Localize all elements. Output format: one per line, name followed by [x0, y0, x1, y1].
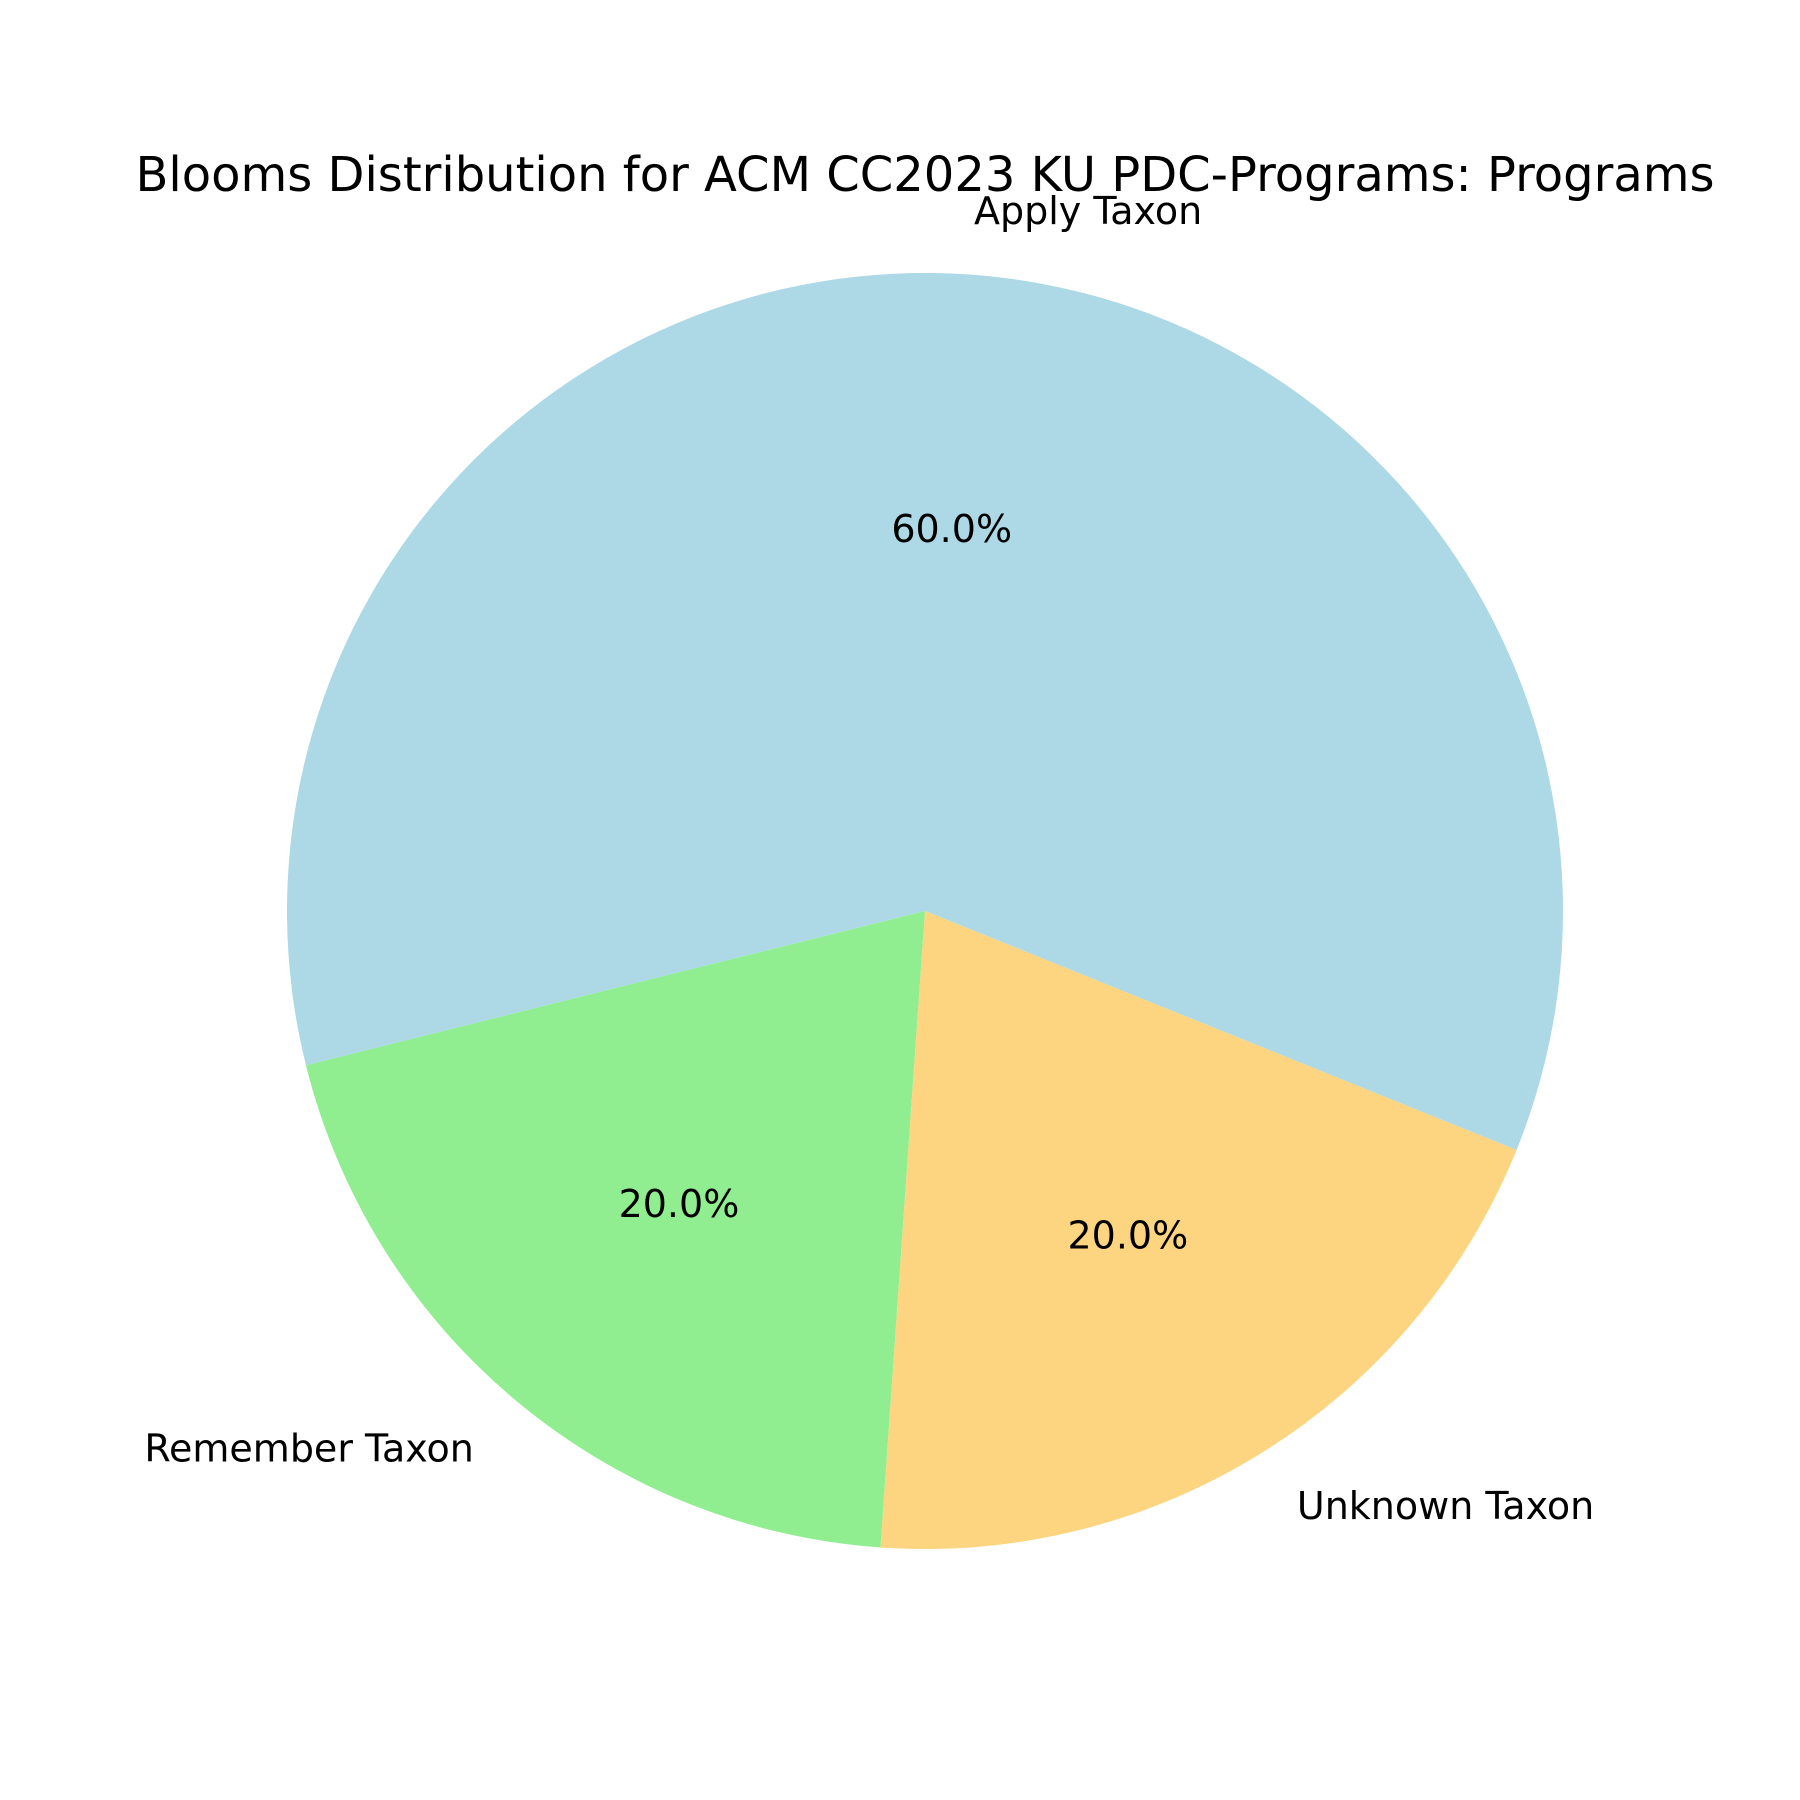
- slice-percent-label: 60.0%: [891, 507, 1012, 551]
- slice-label: Apply Taxon: [974, 189, 1202, 233]
- slice-label: Remember Taxon: [144, 1427, 474, 1471]
- pie-slice-unknown-taxon: [880, 911, 1517, 1549]
- slice-label: Unknown Taxon: [1297, 1484, 1594, 1528]
- pie-labels: Apply Taxon 60.0% Remember Taxon 20.0% Unkno…: [144, 189, 1594, 1528]
- pie-slices: [286, 272, 1563, 1549]
- slice-percent-label: 20.0%: [1067, 1214, 1188, 1258]
- pie-slice-apply-taxon: [286, 272, 1563, 1150]
- slice-percent-label: 20.0%: [619, 1182, 740, 1226]
- pie-slice-remember-taxon: [305, 911, 926, 1548]
- chart-title: Blooms Distribution for ACM CC2023 KU PD…: [135, 147, 1714, 203]
